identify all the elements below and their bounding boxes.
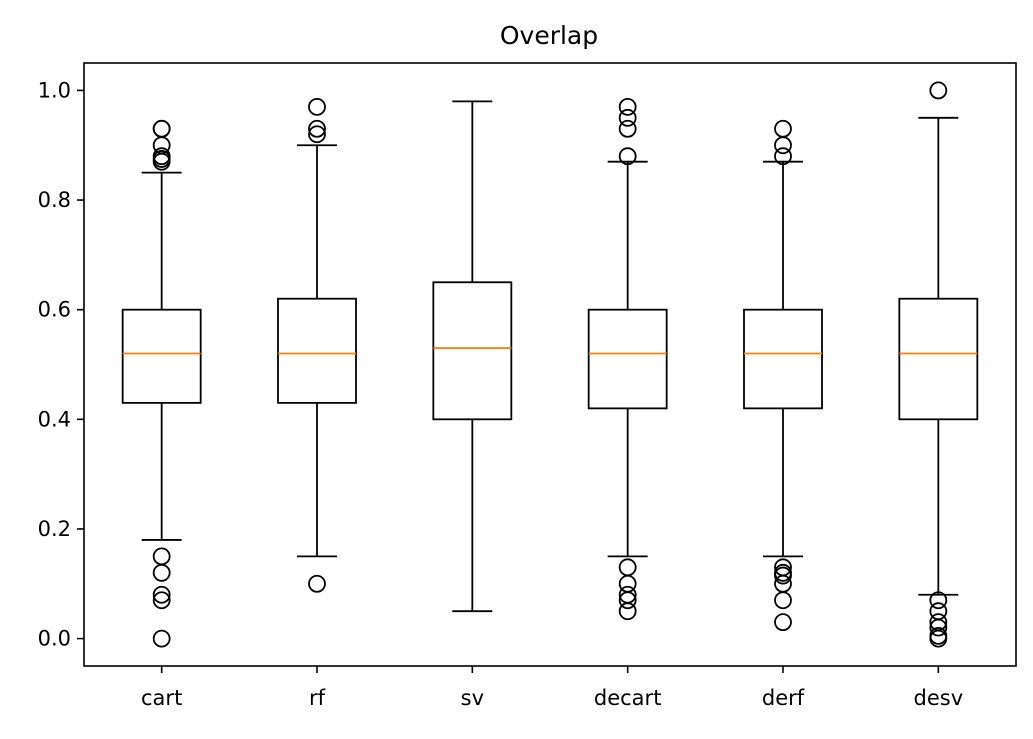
x-tick-label: decart — [594, 686, 662, 710]
outlier-point — [152, 547, 171, 566]
outlier-point — [774, 591, 792, 610]
box-iqr — [587, 308, 668, 410]
outlier-point — [308, 97, 326, 116]
y-tick-label: 0.4 — [38, 407, 71, 431]
y-tick-label: 0.8 — [38, 188, 71, 212]
axes-frame — [83, 62, 1017, 667]
outlier-point — [929, 613, 948, 632]
outlier-point — [929, 81, 948, 100]
outlier-point — [774, 558, 792, 577]
x-tick-label: sv — [461, 686, 484, 710]
x-tick-label: derf — [762, 686, 805, 710]
box-iqr — [277, 297, 357, 404]
outlier-point — [152, 585, 171, 604]
box-decart — [587, 97, 668, 621]
outlier-point — [774, 563, 792, 582]
axes: 0.0 0.2 0.4 0.6 0.8 1.0 cart rf sv decart derf desv — [38, 62, 1017, 710]
outlier-point — [152, 563, 171, 582]
outlier-point — [618, 108, 637, 127]
box-rf — [277, 97, 357, 593]
chart-title: Overlap — [500, 21, 598, 50]
box-iqr — [743, 308, 823, 410]
box-derf — [743, 119, 823, 632]
y-tick-label: 0.2 — [38, 517, 71, 541]
outlier-point — [774, 136, 792, 155]
box-iqr — [432, 281, 513, 421]
box-cart — [121, 119, 202, 648]
box-iqr — [121, 308, 202, 404]
outlier-point — [618, 147, 637, 166]
x-tick-label: desv — [914, 686, 964, 710]
box-iqr — [898, 297, 979, 421]
outlier-point — [152, 147, 171, 166]
box-sv — [432, 100, 513, 613]
outlier-point — [308, 125, 326, 144]
outlier-point — [618, 585, 637, 604]
outlier-point — [152, 591, 171, 610]
outlier-point — [774, 119, 792, 138]
outlier-point — [618, 574, 637, 593]
y-tick-label: 0.0 — [38, 627, 71, 651]
outlier-point — [618, 97, 637, 116]
y-tick-label: 1.0 — [38, 78, 71, 102]
outlier-point — [152, 629, 171, 648]
outlier-point — [929, 602, 948, 621]
outlier-point — [929, 626, 948, 645]
outlier-point — [929, 591, 948, 610]
y-tick-label: 0.6 — [38, 298, 71, 322]
outlier-point — [308, 119, 326, 138]
outlier-point — [618, 558, 637, 577]
outlier-point — [774, 613, 792, 632]
x-tick-label: cart — [141, 686, 182, 710]
outlier-point — [308, 574, 326, 593]
outlier-point — [152, 119, 171, 138]
box-desv — [898, 81, 979, 648]
plot-area — [121, 81, 979, 648]
outlier-point — [774, 147, 792, 166]
x-tick-label: rf — [309, 686, 326, 710]
outlier-point — [618, 119, 637, 138]
